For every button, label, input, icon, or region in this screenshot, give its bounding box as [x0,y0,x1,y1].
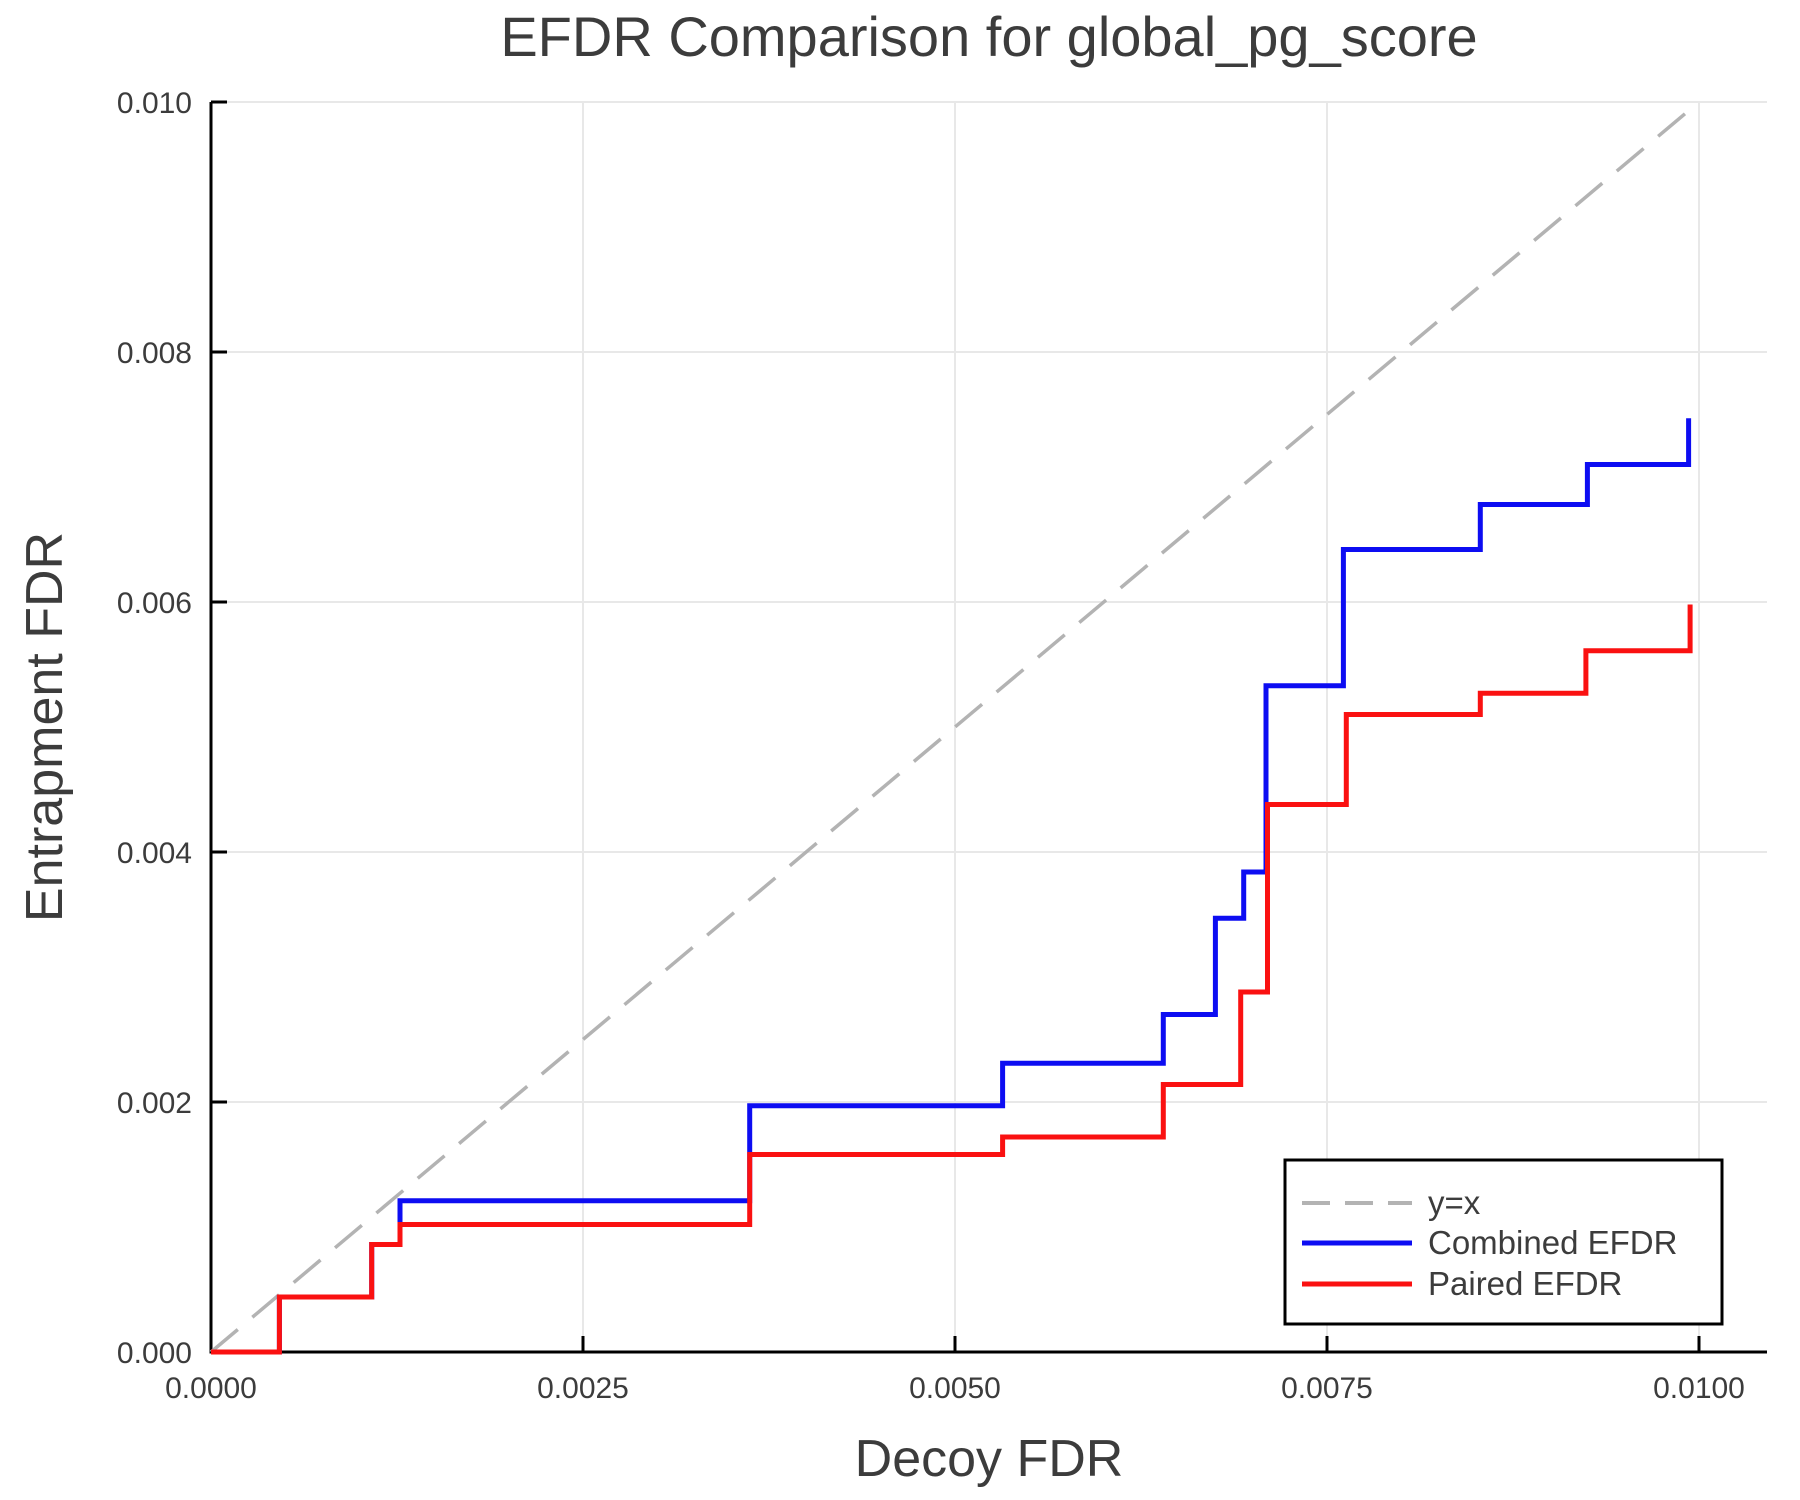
y-tick-label: 0.010 [117,87,192,120]
y-tick-label: 0.006 [117,587,192,620]
legend-combined-label: Combined EFDR [1428,1224,1677,1261]
axis-tick-labels: 0.0000 0.0025 0.0050 0.0075 0.0100 0.000 0.002… [117,87,1745,1405]
y-axis-label: Entrapment FDR [16,532,74,922]
legend-paired-label: Paired EFDR [1428,1265,1622,1302]
y-tick-label: 0.004 [117,837,192,870]
paired-efdr-line [211,604,1693,1355]
legend-entry-combined: Combined EFDR [1302,1224,1677,1261]
legend: y=x Combined EFDR Paired EFDR [1283,1158,1724,1326]
legend-entry-paired: Paired EFDR [1302,1265,1622,1302]
x-tick-label: 0.0025 [537,1372,629,1405]
x-axis-label: Decoy FDR [855,1430,1124,1488]
x-tick-label: 0.0100 [1653,1372,1745,1405]
chart-title: EFDR Comparison for global_pg_score [500,5,1477,68]
data-series [211,418,1693,1355]
y-tick-label: 0.000 [117,1337,192,1370]
legend-entry-identity: y=x [1302,1184,1481,1221]
gridlines [211,101,1767,1352]
x-tick-label: 0.0000 [165,1372,257,1405]
x-tick-label: 0.0075 [1281,1372,1373,1405]
y-tick-label: 0.002 [117,1087,192,1120]
x-tick-label: 0.0050 [909,1372,1001,1405]
y-tick-label: 0.008 [117,337,192,370]
axis-spines [209,102,1767,1354]
legend-identity-label: y=x [1428,1184,1481,1221]
